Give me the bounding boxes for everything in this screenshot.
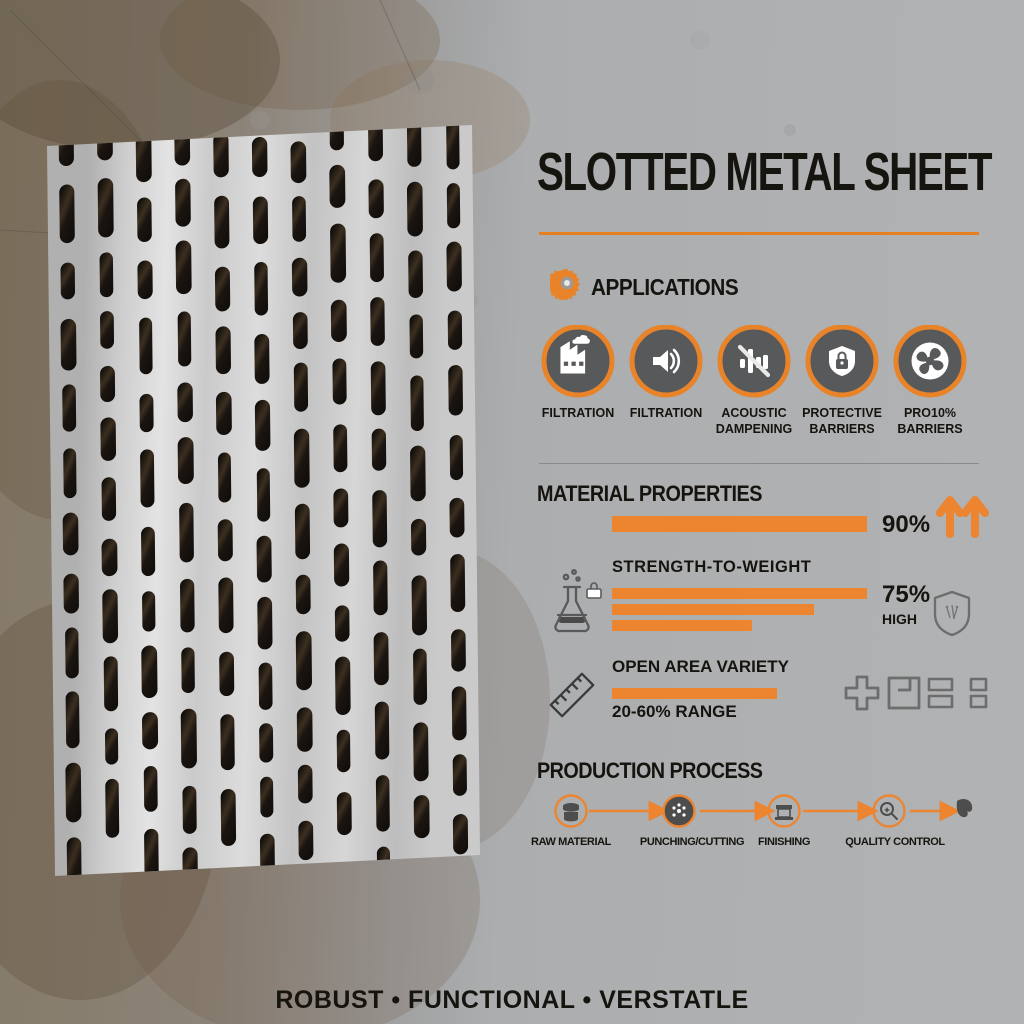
svg-text:FINISHING: FINISHING bbox=[758, 836, 810, 848]
svg-text:RAW MATERIAL: RAW MATERIAL bbox=[531, 836, 612, 848]
svg-text:STRENGTH-TO-WEIGHT: STRENGTH-TO-WEIGHT bbox=[612, 558, 811, 576]
svg-text:QUALITY CONTROL: QUALITY CONTROL bbox=[845, 836, 945, 848]
svg-text:75%: 75% bbox=[882, 581, 930, 608]
svg-text:20-60% RANGE: 20-60% RANGE bbox=[612, 702, 737, 721]
svg-text:OPEN AREA VARIETY: OPEN AREA VARIETY bbox=[612, 657, 790, 676]
svg-text:PRODUCTION PROCESS: PRODUCTION PROCESS bbox=[537, 759, 763, 783]
svg-text:HIGH: HIGH bbox=[882, 611, 917, 627]
svg-text:PUNCHING/CUTTING: PUNCHING/CUTTING bbox=[640, 836, 744, 848]
svg-text:90%: 90% bbox=[882, 511, 930, 538]
